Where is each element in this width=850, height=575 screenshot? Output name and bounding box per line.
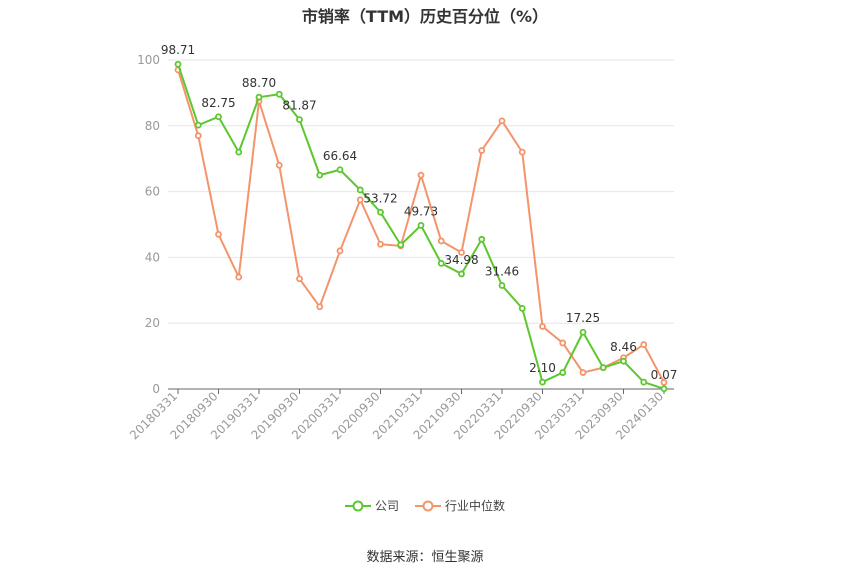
- company-point: [194, 121, 202, 129]
- company-point: [458, 270, 465, 278]
- data-label: 8.46: [610, 340, 637, 354]
- data-label: 66.64: [323, 149, 357, 163]
- legend-swatch-industry-median: [415, 500, 441, 511]
- data-label: 31.46: [485, 264, 519, 278]
- industry-median-point: [579, 369, 587, 376]
- legend-label-industry-median: 行业中位数: [445, 499, 506, 513]
- industry-median-point: [336, 247, 344, 255]
- series-layer: [174, 60, 668, 393]
- industry-median-point: [660, 379, 668, 386]
- y-tick-label: 60: [145, 185, 160, 199]
- company-point: [518, 304, 526, 312]
- data-label: 34.98: [444, 253, 478, 267]
- company-point: [478, 235, 486, 243]
- company-point: [255, 93, 263, 101]
- company-point: [336, 166, 344, 174]
- industry-median-point: [559, 339, 567, 347]
- data-label: 88.70: [242, 76, 276, 90]
- company-point: [660, 385, 668, 393]
- legend-item-industry-median[interactable]: 行业中位数: [415, 497, 505, 514]
- y-tick-label: 100: [137, 53, 160, 67]
- industry-median-point: [498, 117, 506, 125]
- industry-median-point: [458, 249, 465, 256]
- industry-median-point: [296, 275, 303, 283]
- legend-swatch-company: [344, 500, 371, 511]
- industry-median-point: [316, 303, 324, 311]
- data-label: 98.71: [161, 43, 195, 57]
- industry-median-point: [640, 341, 648, 348]
- x-axis: 2018033120180930201903312019093020200331…: [127, 388, 674, 442]
- y-tick-label: 0: [152, 382, 160, 396]
- industry-median-point: [539, 323, 546, 330]
- industry-median-point: [235, 273, 243, 281]
- industry-median-point: [356, 196, 364, 204]
- company-point: [316, 171, 324, 179]
- y-tick-label: 20: [145, 316, 160, 330]
- data-label: 82.75: [201, 96, 235, 110]
- data-label: 0.07: [651, 368, 678, 382]
- company-point: [417, 221, 425, 229]
- company-point: [235, 148, 243, 156]
- company-point: [599, 364, 607, 372]
- data-label: 49.73: [404, 204, 438, 218]
- company-point: [275, 90, 283, 98]
- industry-median-point: [478, 147, 486, 154]
- source-note: 数据来源：恒生聚源: [366, 550, 484, 565]
- industry-median-point: [215, 230, 222, 238]
- data-labels: 98.71 82.75 88.70 81.87 66.64 53.72 49.73 34.98…: [161, 43, 678, 382]
- company-point: [579, 328, 587, 336]
- grid-lines: [168, 59, 674, 324]
- legend: 公司 行业中位数: [0, 497, 850, 514]
- data-label: 2.10: [529, 361, 556, 375]
- industry-median-point: [437, 237, 445, 245]
- company-point: [437, 259, 445, 267]
- industry-median-point: [194, 132, 202, 140]
- company-point: [620, 357, 627, 365]
- company-point: [397, 241, 405, 249]
- y-tick-label: 80: [145, 119, 160, 133]
- company-point: [174, 60, 182, 68]
- data-label: 81.87: [282, 99, 316, 113]
- company-point: [539, 378, 546, 386]
- data-label: 17.25: [566, 311, 600, 325]
- chart-title: 市销率（TTM）历史百分位（%）: [301, 7, 549, 26]
- y-tick-label: 40: [145, 250, 160, 264]
- legend-item-company[interactable]: 公司: [344, 497, 399, 514]
- industry-median-point: [518, 148, 526, 156]
- legend-label-company: 公司: [374, 499, 399, 513]
- company-point: [296, 116, 303, 124]
- industry-median-point: [417, 171, 425, 179]
- data-label: 53.72: [363, 191, 397, 205]
- company-point: [356, 186, 364, 194]
- company-point: [377, 208, 384, 216]
- industry-median-point: [377, 240, 384, 248]
- company-point: [215, 113, 222, 121]
- industry-median-point: [275, 161, 283, 169]
- company-point: [640, 378, 648, 386]
- company-point: [559, 369, 567, 376]
- y-axis: 0 20 40 60 80 100: [137, 53, 160, 396]
- company-point: [498, 282, 506, 289]
